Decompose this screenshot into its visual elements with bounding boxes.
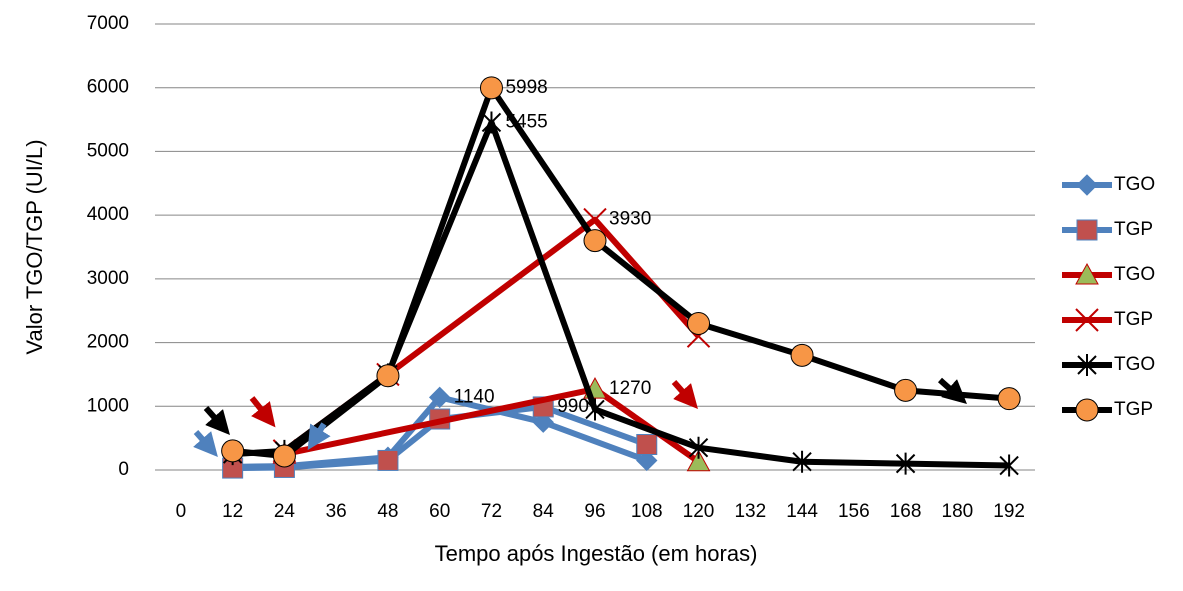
marker (583, 229, 607, 253)
x-tick-label: 12 (222, 501, 243, 522)
marker (479, 76, 503, 100)
x-tick-label: 0 (176, 501, 187, 522)
marker (1077, 354, 1097, 376)
x-tick-label: 156 (838, 501, 870, 522)
x-axis-title: Tempo após Ingestão (em horas) (435, 541, 758, 566)
x-tick-label: 192 (993, 501, 1025, 522)
x-tick-label: 72 (481, 501, 502, 522)
marker (894, 378, 918, 402)
marker (687, 311, 711, 335)
x-tick-label: 36 (326, 501, 347, 522)
x-tick-label: 60 (429, 501, 450, 522)
marker (585, 398, 605, 421)
y-tick-label: 4000 (87, 204, 129, 225)
arrow (307, 422, 331, 451)
marker (686, 449, 711, 472)
data-label: 3930 (609, 209, 651, 230)
y-tick-label: 2000 (87, 332, 129, 353)
x-tick-label: 48 (377, 501, 398, 522)
x-tick-label: 180 (942, 501, 974, 522)
marker (636, 449, 658, 472)
arrow (203, 406, 230, 435)
y-axis-title: Valor TGO/TGP (UI/L) (22, 139, 47, 354)
series-line (232, 119, 1010, 469)
legend-label: TGO (1114, 174, 1155, 195)
marker (790, 343, 814, 367)
marker (792, 450, 812, 473)
marker (272, 444, 296, 468)
x-tick-label: 24 (274, 501, 296, 522)
y-tick-label: 7000 (87, 13, 129, 34)
arrow (671, 380, 698, 409)
marker (376, 364, 400, 388)
x-tick-label: 108 (631, 501, 663, 522)
grid: 0 1000 2000 3000 4000 5000 6000 7000 0 12 24 36 48 60… (87, 13, 1035, 522)
marker (999, 454, 1019, 477)
arrow (938, 377, 967, 404)
data-label: 5998 (505, 77, 547, 98)
data-label: 1140 (454, 386, 495, 407)
y-tick-label: 3000 (87, 268, 129, 289)
y-tick-label: 5000 (87, 140, 129, 161)
marker (1076, 219, 1098, 241)
marker (377, 449, 399, 471)
series-group: 5455 (222, 111, 1019, 477)
legend-label: TGO (1114, 264, 1155, 285)
x-tick-label: 144 (786, 501, 818, 522)
legend-label: TGP (1114, 219, 1153, 240)
y-tick-label: 1000 (87, 395, 129, 416)
data-label: 990 (557, 396, 589, 417)
data-label: 1270 (609, 378, 651, 399)
legend-label: TGP (1114, 399, 1153, 420)
legend-label: TGP (1114, 309, 1153, 330)
marker (221, 439, 245, 463)
x-tick-label: 120 (683, 501, 715, 522)
arrow (193, 430, 218, 458)
annotation-arrows (193, 377, 967, 458)
marker (636, 434, 658, 456)
marker (688, 436, 709, 459)
marker (481, 111, 502, 134)
marker (1075, 398, 1099, 422)
legend-label: TGO (1114, 354, 1155, 375)
y-tick-label: 0 (118, 459, 129, 480)
marker (428, 386, 451, 409)
x-tick-label: 96 (584, 501, 605, 522)
marker (1076, 174, 1098, 196)
marker (1075, 308, 1099, 332)
y-tick-label: 6000 (87, 77, 129, 98)
marker (895, 452, 916, 475)
marker (997, 387, 1021, 411)
marker (1075, 262, 1099, 285)
arrow (249, 396, 276, 428)
x-tick-label: 168 (890, 501, 922, 522)
x-tick-label: 84 (533, 501, 555, 522)
x-tick-label: 132 (734, 501, 766, 522)
